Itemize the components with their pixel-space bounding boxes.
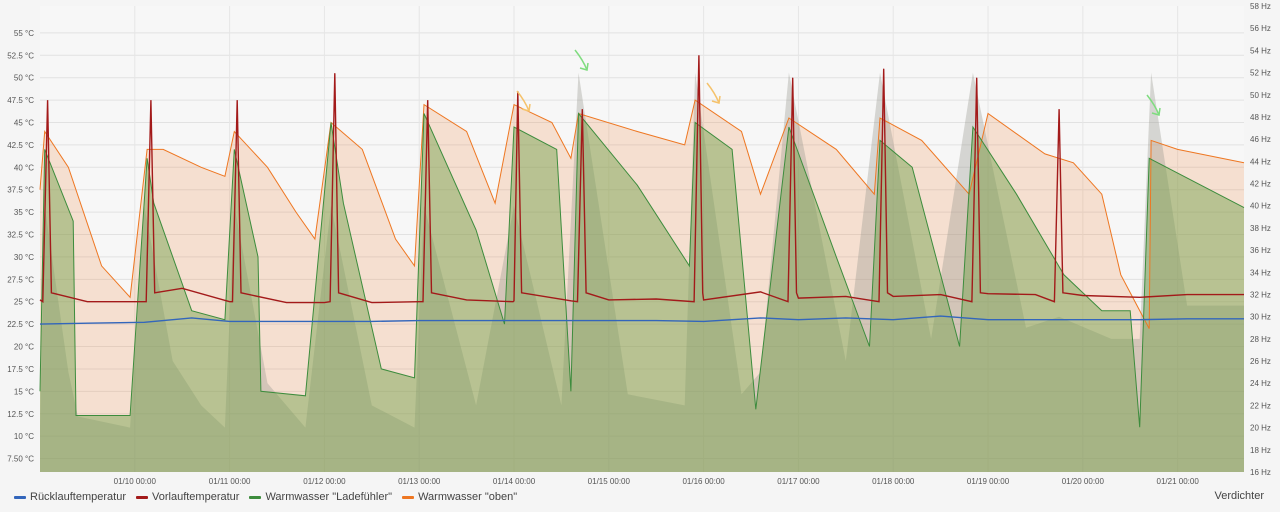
annotation-arrow <box>574 49 588 71</box>
y-tick-right: 32 Hz <box>1250 290 1271 299</box>
area-warmwasser-oben <box>40 100 1244 472</box>
annotation-arrow <box>706 82 720 104</box>
annotation-arrows <box>516 49 1161 116</box>
y-tick-right: 56 Hz <box>1250 24 1271 33</box>
legend-label: Rücklauftemperatur <box>30 491 126 503</box>
y-tick-left: 30 °C <box>14 253 34 262</box>
y-tick-right: 46 Hz <box>1250 135 1271 144</box>
annotation-arrow <box>516 90 530 112</box>
y-tick-left: 32.5 °C <box>7 231 34 240</box>
x-tick: 01/13 00:00 <box>398 477 441 485</box>
x-tick: 01/12 00:00 <box>303 477 346 485</box>
y-tick-right: 40 Hz <box>1250 202 1271 211</box>
y-tick-left: 7.50 °C <box>7 455 34 464</box>
y-tick-right: 18 Hz <box>1250 446 1271 455</box>
x-tick: 01/19 00:00 <box>967 477 1010 485</box>
annotation-arrowhead <box>1151 107 1161 116</box>
y-tick-right: 54 Hz <box>1250 46 1271 55</box>
annotation-arrowhead <box>711 95 721 104</box>
y-tick-right: 34 Hz <box>1250 268 1271 277</box>
legend-item-ladefuehler[interactable]: Warmwasser "Ladefühler" <box>249 491 392 503</box>
y-tick-left: 22.5 °C <box>7 320 34 329</box>
y-tick-left: 47.5 °C <box>7 96 34 105</box>
x-tick: 01/18 00:00 <box>872 477 915 485</box>
y-tick-right: 30 Hz <box>1250 313 1271 322</box>
y-tick-right: 16 Hz <box>1250 468 1271 477</box>
y-tick-right: 52 Hz <box>1250 69 1271 78</box>
annotation-arrow <box>1146 94 1160 116</box>
y-tick-left: 12.5 °C <box>7 410 34 419</box>
y-tick-right: 44 Hz <box>1250 157 1271 166</box>
axis-ticks: 7.50 °C 10 °C 12.5 °C 15 °C 17.5 °C 20 °C 22.5… <box>7 2 1271 485</box>
y-tick-left: 52.5 °C <box>7 51 34 60</box>
legend-swatch <box>136 495 148 499</box>
y-tick-left: 35 °C <box>14 208 34 217</box>
y-tick-left: 40 °C <box>14 163 34 172</box>
x-tick: 01/16 00:00 <box>682 477 725 485</box>
y-tick-right: 48 Hz <box>1250 113 1271 122</box>
y-tick-right: 22 Hz <box>1250 401 1271 410</box>
x-tick: 01/21 00:00 <box>1157 477 1200 485</box>
series-areas <box>40 72 1244 472</box>
chart: 7.50 °C 10 °C 12.5 °C 15 °C 17.5 °C 20 °C 22.5… <box>7 2 1271 485</box>
y-tick-left: 55 °C <box>14 29 34 38</box>
y-tick-left: 27.5 °C <box>7 275 34 284</box>
x-tick: 01/20 00:00 <box>1062 477 1105 485</box>
annotation-arrowhead <box>579 62 589 71</box>
y-tick-left: 20 °C <box>14 343 34 352</box>
annotation-arrowhead <box>521 103 531 112</box>
legend-label: Vorlauftemperatur <box>152 491 240 503</box>
y-tick-left: 25 °C <box>14 298 34 307</box>
area-verdichter <box>40 72 1244 472</box>
line-ruecklauftemperatur <box>39 315 1244 325</box>
y-tick-left: 50 °C <box>14 74 34 83</box>
line-warmwasser-ladefuehler <box>39 112 1245 428</box>
line-vorlauftemperatur <box>39 55 1244 304</box>
legend-label: Warmwasser "Ladefühler" <box>265 491 393 503</box>
y-tick-left: 45 °C <box>14 119 34 128</box>
legend-item-ruecklauf[interactable]: Rücklauftemperatur <box>14 491 126 503</box>
legend-item-oben[interactable]: Warmwasser "oben" <box>402 491 517 503</box>
series-lines <box>39 55 1245 428</box>
y-tick-right: 36 Hz <box>1250 246 1271 255</box>
x-tick: 01/11 00:00 <box>209 477 251 485</box>
legend: Rücklauftemperatur Vorlauftemperatur War… <box>14 490 517 504</box>
y-tick-right: 42 Hz <box>1250 180 1271 189</box>
y-tick-right: 24 Hz <box>1250 379 1271 388</box>
y-tick-left: 42.5 °C <box>7 141 34 150</box>
legend-swatch <box>14 495 26 499</box>
x-tick: 01/10 00:00 <box>114 477 157 485</box>
x-tick: 01/15 00:00 <box>588 477 631 485</box>
y-tick-left: 37.5 °C <box>7 186 34 195</box>
y-tick-right: 20 Hz <box>1250 424 1271 433</box>
legend-item-verdichter[interactable]: Verdichter <box>1214 490 1264 502</box>
y-tick-left: 15 °C <box>14 387 34 396</box>
line-warmwasser-oben <box>39 99 1245 329</box>
y-tick-left: 17.5 °C <box>7 365 34 374</box>
legend-swatch <box>402 495 415 499</box>
y-tick-right: 28 Hz <box>1250 335 1271 344</box>
x-tick: 01/17 00:00 <box>777 477 820 485</box>
y-tick-right: 26 Hz <box>1250 357 1271 366</box>
y-tick-right: 38 Hz <box>1250 224 1271 233</box>
area-warmwasser-ladefuehler <box>40 113 1244 472</box>
legend-swatch <box>249 495 262 499</box>
y-tick-right: 58 Hz <box>1250 2 1271 11</box>
x-tick: 01/14 00:00 <box>493 477 536 485</box>
legend-item-vorlauf[interactable]: Vorlauftemperatur <box>136 491 239 503</box>
y-tick-left: 10 °C <box>14 432 34 441</box>
y-tick-right: 50 Hz <box>1250 91 1271 100</box>
legend-label: Warmwasser "oben" <box>418 491 518 503</box>
